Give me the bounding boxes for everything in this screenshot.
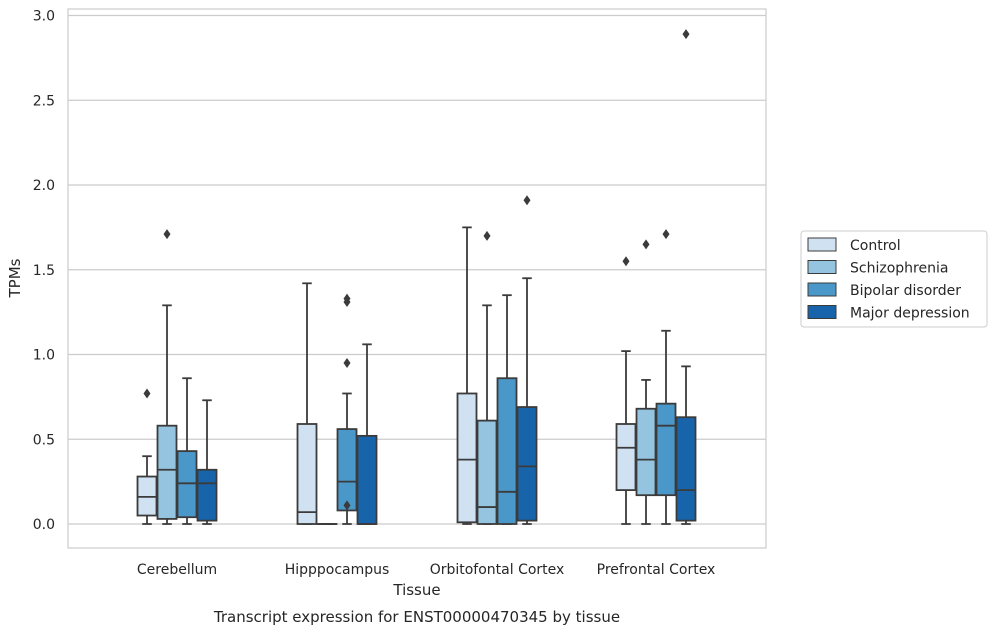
plot-area xyxy=(67,8,767,549)
outlier-point xyxy=(642,239,650,250)
y-tick-label: 1.5 xyxy=(33,263,55,279)
x-axis-label: Tissue xyxy=(392,581,440,599)
box-2-0 xyxy=(176,377,198,525)
box-body xyxy=(635,407,657,497)
y-axis-label: TPMs xyxy=(6,258,24,298)
box-body xyxy=(476,419,498,525)
legend-label: Control xyxy=(850,238,901,254)
y-tick-label: 0.0 xyxy=(33,517,55,533)
y-tick-label: 2.5 xyxy=(33,93,55,109)
legend-swatch xyxy=(807,305,837,319)
grid-lines xyxy=(68,14,766,525)
box-2-3 xyxy=(655,229,677,525)
y-tick-labels: 0.0 0.5 1.0 1.5 2.0 2.5 3.0 xyxy=(33,9,55,534)
box-series xyxy=(136,29,697,526)
outlier-point xyxy=(143,388,151,399)
chart-caption: Transcript expression for ENST0000047034… xyxy=(213,608,620,626)
box-body xyxy=(516,406,538,522)
box-body xyxy=(456,392,478,524)
box-body xyxy=(356,434,378,525)
box-0-1 xyxy=(296,282,318,525)
box-body xyxy=(675,416,697,522)
legend-label: Major depression xyxy=(850,306,970,322)
legend-frame xyxy=(800,230,988,328)
box-1-0 xyxy=(156,229,178,525)
box-1-2 xyxy=(476,230,498,525)
box-1-3 xyxy=(635,239,657,525)
box-body xyxy=(496,377,518,525)
box-3-2 xyxy=(516,195,538,525)
legend-swatch xyxy=(807,237,837,252)
box-2-2 xyxy=(496,294,518,525)
legend-label: Schizophrenia xyxy=(850,261,948,277)
x-tick-label: Hipppocampus xyxy=(285,562,390,578)
box-2-1 xyxy=(336,293,358,525)
box-3-1 xyxy=(356,343,378,525)
box-body xyxy=(615,423,637,491)
y-tick-label: 0.5 xyxy=(33,432,55,448)
outlier-point xyxy=(523,195,531,206)
outlier-point xyxy=(483,230,491,241)
box-body xyxy=(336,428,358,512)
outlier-point xyxy=(662,229,670,240)
box-body xyxy=(296,423,318,525)
outlier-point xyxy=(163,229,171,240)
x-tick-labels: Cerebellum Hipppocampus Orbitofontal Corte… xyxy=(137,562,715,578)
box-3-3 xyxy=(675,29,697,525)
legend-label: Bipolar disorder xyxy=(850,283,961,299)
x-tick-label: Prefrontal Cortex xyxy=(597,562,716,578)
outlier-point xyxy=(343,500,351,511)
y-tick-label: 3.0 xyxy=(33,9,55,25)
outlier-point xyxy=(622,256,630,267)
y-tick-label: 2.0 xyxy=(33,178,55,194)
legend-swatch xyxy=(807,282,837,297)
box-0-3 xyxy=(615,256,637,525)
x-tick-label: Cerebellum xyxy=(137,562,217,578)
x-tick-label: Orbitofontal Cortex xyxy=(430,562,565,578)
box-body xyxy=(156,424,178,520)
y-tick-label: 1.0 xyxy=(33,348,55,364)
box-body xyxy=(196,468,218,522)
legend: Control Schizophrenia Bipolar disorder Majo… xyxy=(800,230,988,328)
outlier-point xyxy=(682,29,690,40)
box-body xyxy=(655,402,677,497)
box-0-2 xyxy=(456,226,478,525)
outlier-point xyxy=(343,293,351,304)
legend-swatch xyxy=(807,260,837,274)
outlier-point xyxy=(343,357,351,368)
box-0-0 xyxy=(136,388,158,525)
box-3-0 xyxy=(196,399,218,525)
